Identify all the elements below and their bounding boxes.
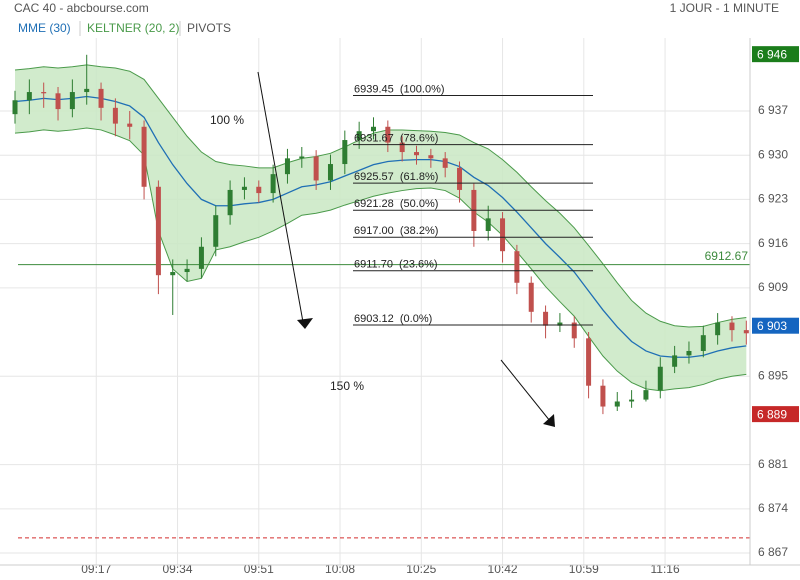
keltner-line [14,64,747,328]
candle-body [327,164,333,181]
candle-body [514,251,520,283]
candle-body [442,158,448,168]
candle-body [170,272,176,276]
price-tag-label: 6 889 [757,407,787,421]
candle-body [299,156,305,159]
annotation: 150 % [330,379,364,393]
y-tick-label: 6 895 [758,368,788,382]
candle-body [543,311,549,326]
price-tag [752,46,799,63]
candle-body [141,126,147,187]
candle-body [342,140,348,165]
candle-body [729,322,735,331]
price-tag [752,317,799,334]
candle-body [528,282,534,312]
candle-body [557,322,563,326]
plot-area [0,38,750,565]
candle-body [385,126,391,143]
candle-body [370,126,376,132]
fib-label: 6911.70 (23.6%) [354,259,438,271]
candle-body [84,88,90,93]
x-tick-label: 10:42 [488,562,518,576]
candle-body [700,335,706,351]
arrow-head [297,318,313,329]
x-tick-label: 09:34 [163,562,193,576]
candle-body [313,156,319,181]
candle-body [414,152,420,156]
arrow [500,359,551,422]
y-tick-label: 6 930 [758,147,788,161]
candle-body [55,93,61,110]
reference-label: 6912.67 [705,249,749,263]
candle-body [399,142,405,153]
timeframe: 1 JOUR - 1 MINUTE [670,1,779,15]
candle-body [12,100,18,115]
candle-body [184,268,190,273]
y-tick-label: 6 867 [758,545,788,559]
candle-body [98,88,104,108]
candle-body [112,107,118,124]
candle-body [227,189,233,216]
x-tick-label: 10:59 [569,562,599,576]
x-tick-label: 10:25 [406,562,436,576]
candle-body [571,322,577,339]
fib-label: 6939.45 (100.0%) [354,83,445,95]
candle-body [600,385,606,407]
price-tag [752,406,799,423]
candle-body [26,92,32,101]
legend-item: KELTNER (20, 2) [87,21,179,35]
candle-body [715,322,721,336]
y-tick-label: 6 881 [758,457,788,471]
fib-label: 6921.28 (50.0%) [354,198,438,210]
candle-body [743,330,749,334]
price-tag-label: 6 946 [757,47,787,61]
keltner-line [14,127,747,392]
arrow [257,71,304,323]
candle-body [485,218,491,231]
candle-body [284,158,290,175]
candle-body [657,366,663,391]
fib-label: 6931.67 (78.6%) [354,133,438,145]
fib-label: 6917.00 (38.2%) [354,225,438,237]
candle-body [457,167,463,190]
x-tick-label: 10:08 [325,562,355,576]
fib-label: 6925.57 (61.8%) [354,171,438,183]
y-tick-label: 6 916 [758,236,788,250]
candle-body [586,338,592,386]
candle-body [500,218,506,252]
fib-label: 6903.12 (0.0%) [354,313,432,325]
candle-body [213,215,219,247]
legend-item: MME (30) [18,21,71,35]
x-tick-label: 09:51 [244,562,274,576]
candle-body [241,186,247,190]
candle-body [686,350,692,356]
candle-body [155,186,161,276]
candle-body [428,155,434,159]
ema-line [14,95,747,358]
y-tick-label: 6 937 [758,103,788,117]
x-tick-label: 11:16 [650,562,679,576]
candle-body [198,246,204,269]
y-tick-label: 6 909 [758,280,788,294]
candle-body [41,92,47,94]
y-tick-label: 6 874 [758,501,788,515]
price-tag-label: 6 903 [757,319,787,333]
candle-body [256,186,262,194]
y-tick-label: 6 923 [758,192,788,206]
candle-body [356,131,362,141]
candle-body [270,174,276,194]
candle-body [643,390,649,400]
legend-item[interactable]: PIVOTS [187,21,231,35]
x-tick-label: 09:17 [81,562,111,576]
chart-title: CAC 40 - abcbourse.com [14,1,149,15]
annotation: 100 % [210,113,244,127]
arrow-head [543,414,555,427]
candle-body [672,355,678,367]
candle-body [127,123,133,127]
candle-body [614,401,620,407]
candle-body [69,92,75,110]
candle-body [629,399,635,402]
